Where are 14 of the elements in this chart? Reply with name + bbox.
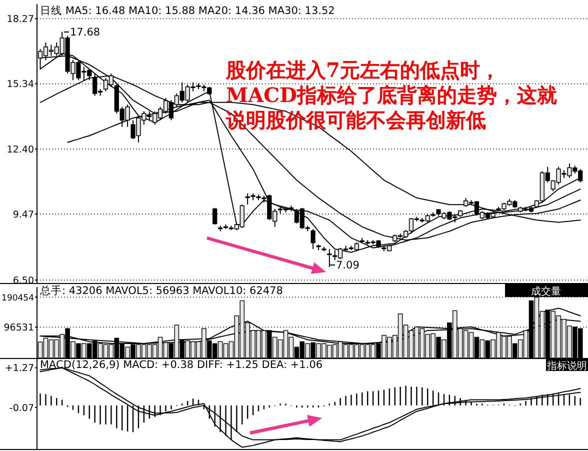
y-tick-label: 96531: [4, 322, 34, 334]
y-tick-label: 12.40: [6, 144, 34, 156]
y-tick-label: +1.27: [4, 363, 34, 374]
chart-title: MACD(12,26,9) MACD: +0.38 DIFF: +1.25 DEA: +1.06: [40, 359, 323, 371]
annotation: 成交量: [531, 286, 561, 298]
y-tick-label: -0.07: [9, 402, 34, 414]
y-tick-label: 190454: [2, 293, 34, 304]
chart-title: 总手: 43206 MAVOL5: 56963 MAVOL10: 62478: [39, 284, 283, 297]
annotation: 17.68: [70, 26, 100, 38]
y-tick-label: 9.47: [12, 209, 34, 220]
y-tick-label: 15.34: [6, 79, 34, 90]
chart-title: 日线 MA5: 16.48 MA10: 15.88 MA20: 14.36 MA30: 13.52: [40, 4, 335, 17]
annotation: 7.09: [336, 260, 360, 272]
y-tick-label: 18.27: [6, 14, 34, 25]
